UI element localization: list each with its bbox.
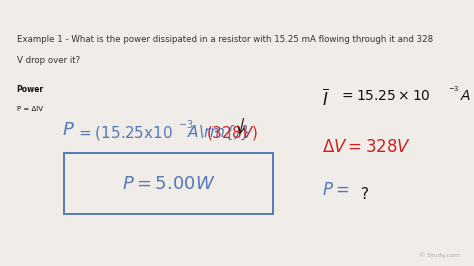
Text: $^{-3}$: $^{-3}$ (448, 86, 459, 97)
Text: $\it{P=5.00W}$: $\it{P=5.00W}$ (121, 174, 215, 193)
Text: $\rm{-3}$: $\rm{-3}$ (178, 118, 193, 130)
Text: $=15.25\times10$: $=15.25\times10$ (339, 89, 430, 103)
Text: Example 1 - What is the power dissipated in a resistor with 15.25 mA flowing thr: Example 1 - What is the power dissipated… (17, 35, 433, 44)
Text: V drop over it?: V drop over it? (17, 56, 80, 65)
Text: $\it{P}$: $\it{P}$ (62, 121, 74, 139)
Text: $(328V)$: $(328V)$ (206, 124, 258, 142)
Text: $\Delta V=328V$: $\Delta V=328V$ (322, 138, 411, 156)
FancyBboxPatch shape (64, 153, 273, 214)
Text: $\it{P=}$: $\it{P=}$ (322, 181, 350, 199)
Text: $?$: $?$ (360, 186, 369, 202)
Text: $\it{A}$: $\it{A}$ (460, 89, 471, 103)
Text: © Study.com: © Study.com (419, 253, 460, 258)
Text: $\overline{\it{I}}$: $\overline{\it{I}}$ (322, 88, 329, 109)
Text: Power: Power (17, 85, 44, 94)
Text: $\rm{=(15.25x10}$: $\rm{=(15.25x10}$ (76, 124, 173, 142)
Text: $\it{A}$\rm{)}: $\it{A}$\rm{)} (187, 124, 250, 142)
Text: P = ΔIV: P = ΔIV (17, 106, 43, 113)
